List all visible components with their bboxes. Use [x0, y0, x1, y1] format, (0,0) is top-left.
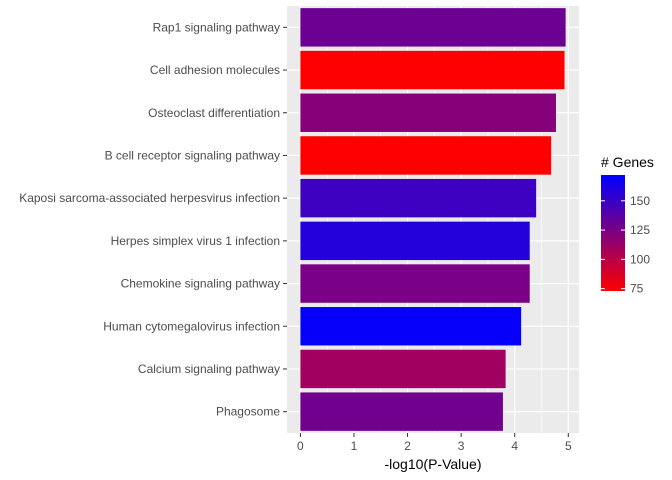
bar	[300, 8, 566, 47]
colorbar	[601, 175, 625, 291]
y-axis-labels: Rap1 signaling pathway Cell adhesion mole…	[19, 20, 287, 419]
bar	[300, 392, 503, 431]
x-axis-title: -log10(P-Value)	[384, 456, 481, 472]
bar	[300, 178, 537, 218]
bar	[300, 50, 565, 90]
colorbar-ticks: 75 100 125 150	[601, 194, 650, 296]
category-label: Cell adhesion molecules	[150, 63, 280, 77]
x-tick-label: 4	[511, 439, 518, 453]
x-tick-label: 2	[404, 439, 411, 453]
category-label: Human cytomegalovirus infection	[103, 319, 280, 333]
bar	[300, 136, 552, 175]
bar	[300, 264, 530, 303]
category-label: Chemokine signaling pathway	[121, 277, 280, 291]
category-label: Herpes simplex virus 1 infection	[111, 234, 280, 248]
x-tick-label: 3	[458, 439, 465, 453]
bar	[300, 349, 506, 389]
category-label: Calcium signaling pathway	[138, 362, 280, 376]
colorbar-tick-label: 75	[630, 282, 644, 296]
category-label: Phagosome	[216, 405, 280, 419]
colorbar-tick-label: 150	[630, 194, 650, 208]
bar	[300, 307, 522, 346]
x-tick-label: 5	[565, 439, 572, 453]
bars	[300, 8, 566, 431]
category-label: B cell receptor signaling pathway	[105, 148, 280, 162]
legend-title: # Genes	[601, 154, 654, 170]
x-axis: 0 1 2 3 4 5	[297, 433, 572, 453]
category-label: Osteoclast differentiation	[148, 106, 280, 120]
x-tick-label: 1	[351, 439, 358, 453]
x-tick-label: 0	[297, 439, 304, 453]
colorbar-legend: # Genes 75 100 125 150	[601, 154, 654, 296]
category-label: Rap1 signaling pathway	[153, 20, 280, 34]
colorbar-tick-label: 125	[630, 223, 650, 237]
colorbar-tick-label: 100	[630, 252, 650, 266]
bar	[300, 221, 530, 261]
category-label: Kaposi sarcoma-associated herpesvirus in…	[19, 191, 280, 205]
bar	[300, 93, 556, 132]
